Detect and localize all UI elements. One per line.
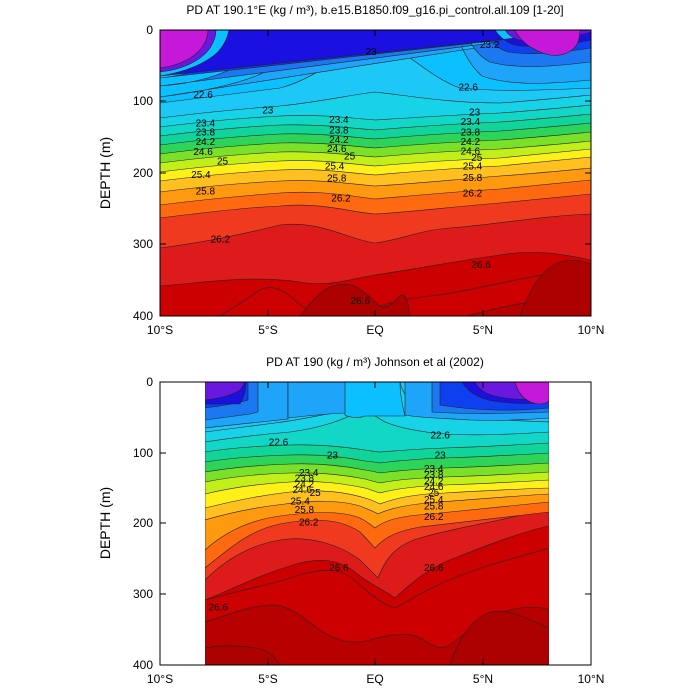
contour-label: 25.8 <box>424 501 444 512</box>
y-tick-label: 100 <box>133 446 153 460</box>
contour-label: 23 <box>327 450 339 461</box>
contour-label: 25.4 <box>463 161 483 172</box>
contour-label: 23.4 <box>329 115 349 126</box>
y-tick-label: 400 <box>133 658 153 672</box>
panel-model-title: PD AT 190.1°E (kg / m³), b.e15.B1850.f09… <box>186 3 563 17</box>
contour-label: 25 <box>310 488 322 499</box>
x-tick-label: 10°S <box>147 323 173 337</box>
contour-label: 25 <box>471 153 483 164</box>
panel-obs-y-axis-label: DEPTH (m) <box>97 487 113 559</box>
contour-label: 25.4 <box>290 496 310 507</box>
contour-label: 25.8 <box>295 505 315 516</box>
contour-label: 24.6 <box>461 146 481 157</box>
panel-model: PD AT 190.1°E (kg / m³), b.e15.B1850.f09… <box>97 3 604 337</box>
contour-label: 26.6 <box>424 563 444 574</box>
x-tick-label: 10°N <box>578 672 605 686</box>
y-tick-label: 400 <box>133 309 153 323</box>
x-tick-label: EQ <box>366 323 383 337</box>
contour-label: 25 <box>344 151 356 162</box>
contour-label: 23.8 <box>424 470 444 481</box>
contour-label: 22.6 <box>269 438 289 449</box>
contour-label: 24.6 <box>327 144 347 155</box>
contour-label: 25.4 <box>424 495 444 506</box>
contour-label: 26.2 <box>463 189 483 200</box>
x-tick-label: 10°S <box>147 672 173 686</box>
contour-label: 26.2 <box>424 512 444 523</box>
contour-label: 23.4 <box>461 117 481 128</box>
contour-label: 23 <box>435 450 447 461</box>
contour-label: 26.2 <box>211 234 231 245</box>
panel-model-y-axis: 0 100 200 300 400 DEPTH (m) <box>97 23 591 323</box>
contour-label: 23.8 <box>295 474 315 485</box>
y-tick-label: 300 <box>133 237 153 251</box>
contour-label: 24.6 <box>292 485 312 496</box>
contour-label: 23.4 <box>424 464 444 475</box>
y-tick-label: 200 <box>133 166 153 180</box>
contour-label: 24.2 <box>461 137 481 148</box>
x-tick-label: EQ <box>366 672 383 686</box>
contour-label: 23 <box>366 47 378 58</box>
x-tick-label: 5°S <box>258 672 277 686</box>
contour-label: 24.2 <box>424 477 444 488</box>
panel-model-y-axis-label: DEPTH (m) <box>97 137 113 209</box>
x-tick-label: 5°S <box>258 323 277 337</box>
contour-label: 22.6 <box>458 83 478 94</box>
y-tick-label: 100 <box>133 94 153 108</box>
contour-label: 25 <box>428 488 440 499</box>
contour-label: 23.8 <box>329 126 349 137</box>
contour-label: 26.2 <box>331 194 351 205</box>
panel-obs-title: PD AT 190 (kg / m³) Johnson et al (2002) <box>266 355 484 369</box>
contour-label: 26.6 <box>208 603 228 614</box>
contour-label: 24.6 <box>193 147 213 158</box>
contour-label: 22.6 <box>193 90 213 101</box>
panel-obs: PD AT 190 (kg / m³) Johnson et al (2002) <box>97 355 604 686</box>
contour-label: 23.2 <box>480 40 500 51</box>
contour-label: 23.4 <box>299 468 319 479</box>
contour-label: 23.8 <box>196 128 216 139</box>
panel-model-x-axis: 10°S 5°S EQ 5°N 10°N <box>147 30 604 337</box>
x-tick-label: 5°N <box>473 672 493 686</box>
contour-label: 24.2 <box>329 135 349 146</box>
panel-obs-contour-fill <box>205 382 549 665</box>
panel-obs-y-axis: 0 100 200 300 400 DEPTH (m) <box>97 375 591 672</box>
contour-label: 24.2 <box>196 137 216 148</box>
contour-label: 26.6 <box>351 296 371 307</box>
contour-label: 23.8 <box>461 128 481 139</box>
contour-label: 25 <box>217 156 229 167</box>
y-tick-label: 200 <box>133 516 153 530</box>
contour-label: 26.6 <box>471 260 491 271</box>
y-tick-label: 0 <box>146 375 153 389</box>
contour-label: 23.4 <box>196 119 216 130</box>
contour-label: 23 <box>469 108 481 119</box>
panel-obs-x-axis: 10°S 5°S EQ 5°N 10°N <box>147 382 604 686</box>
contour-label: 24.6 <box>424 482 444 493</box>
y-tick-label: 300 <box>133 587 153 601</box>
contour-label: 23 <box>262 106 274 117</box>
x-tick-label: 5°N <box>473 323 493 337</box>
contour-label: 26.2 <box>299 518 319 529</box>
y-tick-label: 0 <box>146 23 153 37</box>
contour-label: 25.8 <box>327 174 347 185</box>
contour-label: 25.8 <box>196 186 216 197</box>
panel-model-contour-fill <box>160 30 591 316</box>
contour-label: 25.4 <box>191 170 211 181</box>
contour-label: 25.8 <box>463 173 483 184</box>
contour-label: 26.6 <box>329 563 349 574</box>
contour-label: 25.4 <box>325 161 345 172</box>
x-tick-label: 10°N <box>578 323 605 337</box>
contour-label: 22.6 <box>430 431 450 442</box>
contour-label: 24.2 <box>295 479 315 490</box>
